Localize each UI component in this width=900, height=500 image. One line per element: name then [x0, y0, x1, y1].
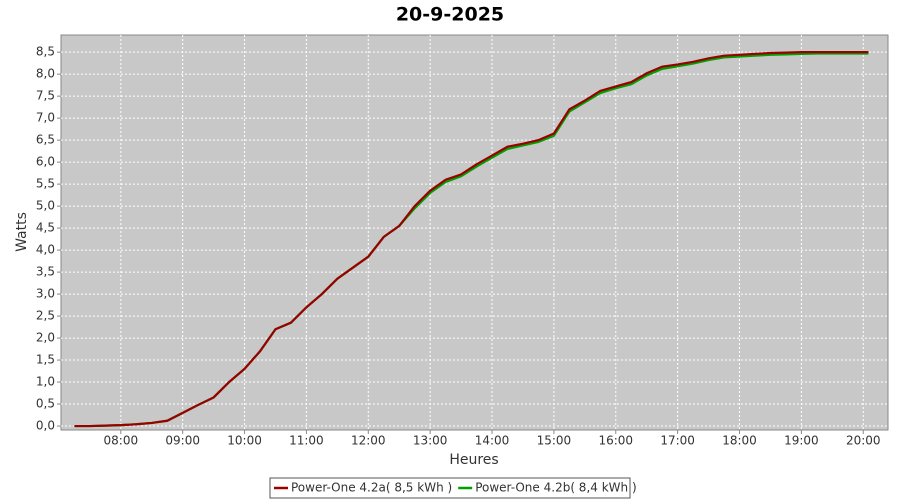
legend-label: Power-One 4.2a( 8,5 kWh ) [291, 481, 452, 495]
y-tick-label: 6,0 [36, 155, 55, 169]
y-axis-label: Watts [14, 212, 30, 252]
legend-box [269, 477, 631, 499]
x-tick-label: 09:00 [165, 434, 200, 448]
y-tick-label: 1,5 [36, 353, 55, 367]
x-tick-label: 12:00 [351, 434, 386, 448]
y-tick-label: 3,0 [36, 287, 55, 301]
x-tick-label: 10:00 [227, 434, 262, 448]
x-tick-label: 20:00 [846, 434, 881, 448]
chart-title: 20-9-2025 [396, 4, 504, 26]
y-tick-label: 5,5 [36, 177, 55, 191]
y-tick-label: 0,0 [36, 419, 55, 433]
legend-label: Power-One 4.2b( 8,4 kWh ) [475, 481, 636, 495]
y-tick-label: 1,0 [36, 375, 55, 389]
x-tick-label: 14:00 [475, 434, 510, 448]
x-tick-label: 15:00 [537, 434, 572, 448]
x-tick-label: 17:00 [660, 434, 695, 448]
x-tick-label: 11:00 [289, 434, 324, 448]
x-tick-label: 13:00 [413, 434, 448, 448]
x-tick-label: 19:00 [784, 434, 819, 448]
y-tick-label: 4,0 [36, 243, 55, 257]
y-tick-label: 8,5 [36, 45, 55, 59]
y-tick-label: 7,5 [36, 89, 55, 103]
y-tick-label: 2,5 [36, 309, 55, 323]
plot-area [60, 34, 889, 431]
y-tick-label: 8,0 [36, 67, 55, 81]
x-axis-label: Heures [449, 452, 498, 468]
y-tick-label: 5,0 [36, 199, 55, 213]
series-line [74, 51, 869, 428]
y-tick-label: 0,5 [36, 397, 55, 411]
x-tick-label: 18:00 [722, 434, 757, 448]
y-tick-label: 2,0 [36, 331, 55, 345]
x-tick-label: 16:00 [598, 434, 633, 448]
y-tick-label: 4,5 [36, 221, 55, 235]
y-tick-label: 3,5 [36, 265, 55, 279]
y-tick-label: 7,0 [36, 111, 55, 125]
x-tick-label: 08:00 [104, 434, 139, 448]
y-tick-label: 6,5 [36, 133, 55, 147]
